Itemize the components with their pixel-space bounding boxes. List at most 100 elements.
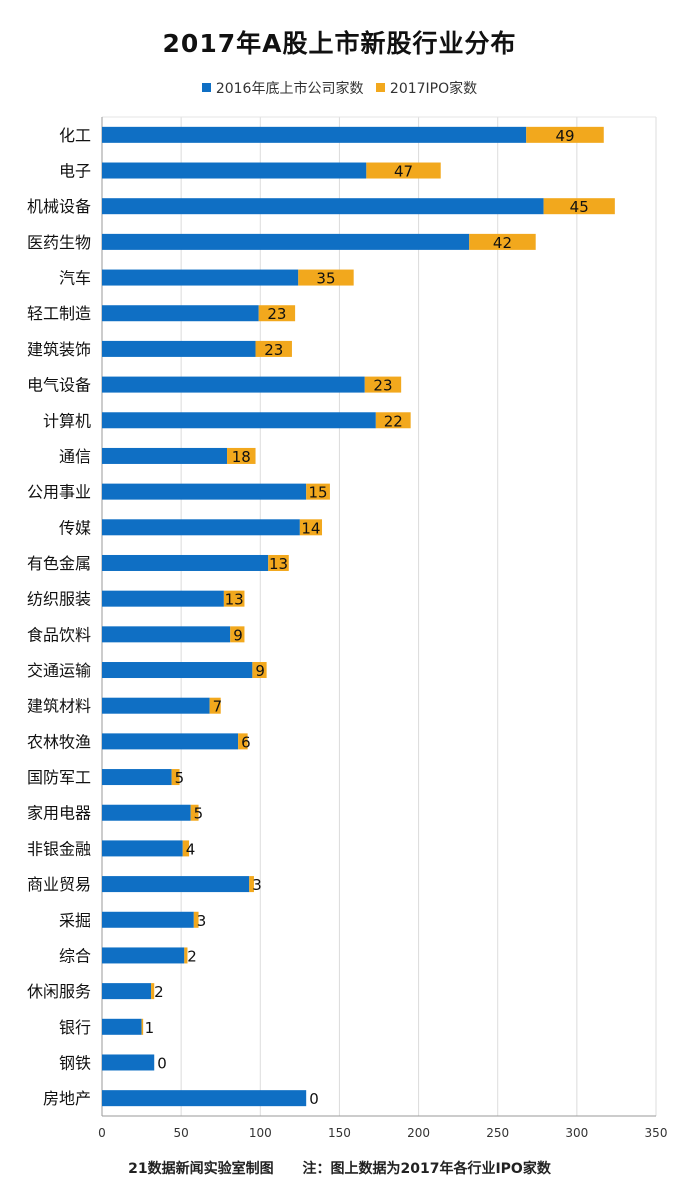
chart-legend: 2016年底上市公司家数 2017IPO家数 [0,78,679,98]
category-label-8: 计算机 [43,411,91,430]
bar-base-27 [102,1090,307,1107]
data-label-12: 13 [269,555,288,573]
data-label-9: 18 [232,448,251,466]
bar-ipo-2 [543,198,615,215]
category-label-0: 化工 [59,126,91,145]
category-label-19: 家用电器 [27,804,91,823]
data-label-18: 5 [175,769,185,787]
bar-ipo-20 [182,840,190,857]
bar-ipo-10 [306,483,330,500]
x-tick-label-6: 300 [565,1126,588,1140]
bar-base-21 [102,876,250,893]
data-label-23: 2 [187,947,197,965]
bar-base-23 [102,947,185,964]
data-label-10: 15 [309,484,328,502]
bar-ipo-14 [230,626,245,643]
data-label-11: 14 [301,519,320,537]
bar-ipo-25 [141,1018,144,1035]
bar-base-20 [102,840,183,857]
bar-ipo-7 [364,376,402,393]
bar-base-2 [102,198,544,215]
legend-item-ipo: 2017IPO家数 [375,78,477,98]
bar-ipo-21 [249,876,254,893]
bar-base-7 [102,376,365,393]
category-label-20: 非银金融 [27,839,91,858]
bar-base-5 [102,305,259,322]
bar-ipo-3 [469,233,536,250]
bar-ipo-6 [255,340,292,357]
category-label-7: 电气设备 [27,376,91,395]
legend-swatch-base [201,83,211,92]
bar-base-24 [102,983,152,1000]
bar-base-16 [102,697,210,714]
category-label-6: 建筑装饰 [27,340,91,359]
data-label-20: 4 [186,840,196,858]
bar-base-13 [102,590,224,607]
chart-footer: 21数据新闻实验室制图 注：图上数据为2017年各行业IPO家数 [0,1158,679,1178]
bar-base-9 [102,447,228,464]
bar-base-8 [102,412,376,429]
footer-note: 注：图上数据为2017年各行业IPO家数 [302,1161,551,1177]
category-label-26: 钢铁 [59,1053,91,1072]
x-tick-label-7: 350 [645,1126,668,1140]
category-label-25: 银行 [59,1018,91,1037]
bar-ipo-23 [184,947,188,964]
data-label-15: 9 [255,662,265,680]
bar-base-18 [102,769,172,786]
legend-label-base: 2016年底上市公司家数 [215,81,364,97]
x-tick-label-2: 100 [249,1126,272,1140]
bar-ipo-15 [252,662,267,679]
bar-ipo-8 [375,412,411,429]
bar-base-26 [102,1054,155,1071]
category-label-16: 建筑材料 [27,697,91,716]
data-label-5: 23 [267,305,286,323]
data-label-21: 3 [252,876,262,894]
bar-base-14 [102,626,231,643]
data-label-4: 35 [316,270,335,288]
data-label-14: 9 [233,626,243,644]
x-tick-label-1: 50 [174,1126,189,1140]
bar-ipo-1 [366,162,441,179]
data-label-25: 1 [145,1019,155,1037]
bar-ipo-16 [209,697,221,714]
legend-item-base: 2016年底上市公司家数 [201,78,364,98]
data-label-22: 3 [197,912,207,930]
bar-ipo-11 [299,519,323,536]
data-label-26: 0 [157,1054,167,1072]
bar-base-3 [102,233,470,250]
bar-base-22 [102,911,194,928]
bar-base-4 [102,269,299,286]
bar-base-11 [102,519,300,536]
x-tick-label-3: 150 [328,1126,351,1140]
category-label-24: 休闲服务 [27,982,91,1001]
bar-ipo-13 [223,590,245,607]
bar-base-25 [102,1018,142,1035]
data-label-2: 45 [570,198,589,216]
bar-base-6 [102,340,256,357]
category-label-17: 农林牧渔 [27,732,91,751]
category-label-27: 房地产 [43,1089,91,1108]
category-label-1: 电子 [59,162,91,181]
category-label-5: 轻工制造 [27,304,91,323]
category-label-14: 食品饮料 [27,625,91,644]
data-label-0: 49 [555,127,574,145]
data-label-24: 2 [154,983,164,1001]
category-label-15: 交通运输 [27,661,91,680]
category-label-13: 纺织服装 [27,590,91,609]
bar-base-0 [102,126,527,143]
x-tick-label-4: 200 [407,1126,430,1140]
bar-ipo-5 [258,305,296,322]
category-label-22: 采掘 [59,911,91,930]
bar-ipo-4 [298,269,354,286]
category-label-11: 传媒 [59,518,91,537]
data-label-19: 5 [194,805,204,823]
chart-title: 2017年A股上市新股行业分布 [162,29,517,58]
bar-ipo-9 [227,447,256,464]
x-tick-label-5: 250 [486,1126,509,1140]
bar-ipo-24 [151,983,155,1000]
category-label-18: 国防军工 [27,768,91,787]
data-label-1: 47 [394,163,413,181]
category-label-21: 商业贸易 [27,875,91,894]
